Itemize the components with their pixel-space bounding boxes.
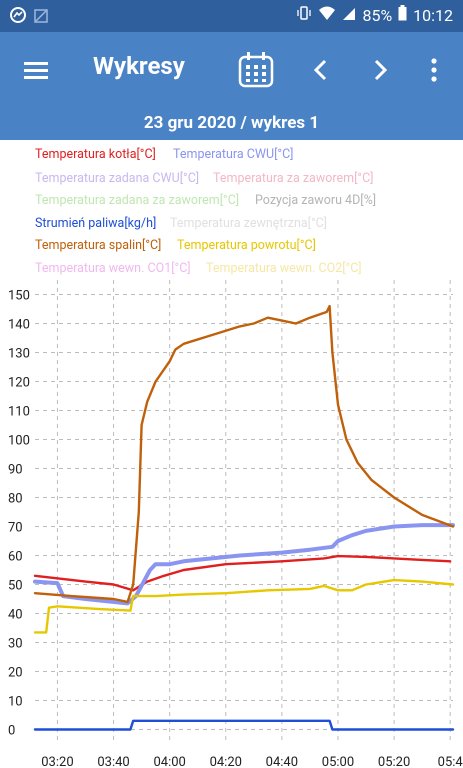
y-tick-label: 0 — [8, 724, 15, 739]
series-line-1 — [33, 523, 455, 606]
calendar-icon[interactable] — [236, 50, 276, 90]
vibrate-icon — [296, 5, 312, 25]
clock: 10:12 — [413, 5, 453, 25]
y-tick-label: 100 — [8, 434, 30, 449]
y-tick-label: 70 — [8, 521, 23, 536]
legend-item-temp-wewn-co1[interactable]: Temperatura wewn. CO1[°C] — [35, 261, 191, 276]
image-icon — [34, 8, 48, 27]
legend-item-temp-spalin[interactable]: Temperatura spalin[°C] — [35, 238, 162, 253]
x-tick-label: 03:40 — [97, 755, 129, 768]
legend-item-temp-zadana-za-zaworem[interactable]: Temperatura zadana za zaworem[°C] — [35, 193, 240, 208]
chart-date-subheader: 23 gru 2020 / wykres 1 — [0, 106, 463, 140]
chevron-left-icon[interactable] — [300, 50, 340, 90]
legend-item-strumien-paliwa[interactable]: Strumień paliwa[kg/h] — [35, 216, 157, 231]
y-tick-label: 130 — [8, 347, 30, 362]
y-tick-label: 80 — [8, 492, 23, 507]
status-bar: 85% 10:12 — [0, 0, 463, 32]
y-tick-label: 90 — [8, 463, 23, 478]
x-tick-label: 05:00 — [322, 755, 354, 768]
x-tick-label: 05:4 — [438, 755, 463, 768]
y-tick-label: 30 — [8, 637, 23, 652]
battery-percent: 85% — [362, 5, 393, 25]
y-tick-label: 50 — [8, 579, 23, 594]
line-chart[interactable]: 03:2023 gru03:4004:0004:2004:4005:0005:2… — [0, 280, 463, 768]
x-tick-label: 03:20 — [41, 755, 73, 768]
legend-item-temp-cwu[interactable]: Temperatura CWU[°C] — [173, 147, 294, 162]
legend-item-temp-kotla[interactable]: Temperatura kotła[°C] — [35, 147, 156, 162]
y-tick-label: 120 — [8, 376, 30, 391]
series-line-2 — [33, 719, 455, 731]
chevron-right-icon[interactable] — [361, 50, 401, 90]
y-tick-label: 140 — [8, 318, 30, 333]
legend-item-temp-zewnetrzna[interactable]: Temperatura zewnętrzna[°C] — [170, 216, 328, 231]
y-tick-label: 10 — [8, 695, 23, 710]
messenger-icon — [10, 7, 26, 27]
app-bar: Wykresy — [0, 32, 463, 106]
wifi-icon — [318, 5, 336, 25]
series-line-3 — [33, 304, 455, 604]
hamburger-menu-icon[interactable] — [16, 50, 56, 90]
series-line-0 — [33, 554, 452, 592]
legend-item-temp-zadana-cwu[interactable]: Temperatura zadana CWU[°C] — [35, 171, 200, 186]
legend-item-pozycja-zaworu[interactable]: Pozycja zaworu 4D[%] — [255, 193, 377, 208]
series-line-4 — [33, 578, 455, 634]
battery-icon — [398, 5, 407, 25]
y-tick-label: 110 — [8, 405, 30, 420]
legend-item-temp-powrotu[interactable]: Temperatura powrotu[°C] — [177, 238, 316, 253]
x-tick-label: 04:20 — [210, 755, 242, 768]
more-vert-icon[interactable] — [414, 50, 454, 90]
x-tick-label: 04:00 — [153, 755, 185, 768]
legend-item-temp-wewn-co2[interactable]: Temperatura wewn. CO2[°C] — [206, 261, 362, 276]
x-tick-label: 05:20 — [378, 755, 410, 768]
y-tick-label: 60 — [8, 550, 23, 565]
y-tick-label: 20 — [8, 666, 23, 681]
y-tick-label: 40 — [8, 608, 23, 623]
x-tick-label: 04:40 — [266, 755, 298, 768]
signal-icon — [342, 6, 356, 25]
y-tick-label: 150 — [8, 289, 30, 304]
legend-item-temp-za-zaworem[interactable]: Temperatura za zaworem[°C] — [213, 171, 374, 186]
app-title: Wykresy — [93, 52, 185, 80]
